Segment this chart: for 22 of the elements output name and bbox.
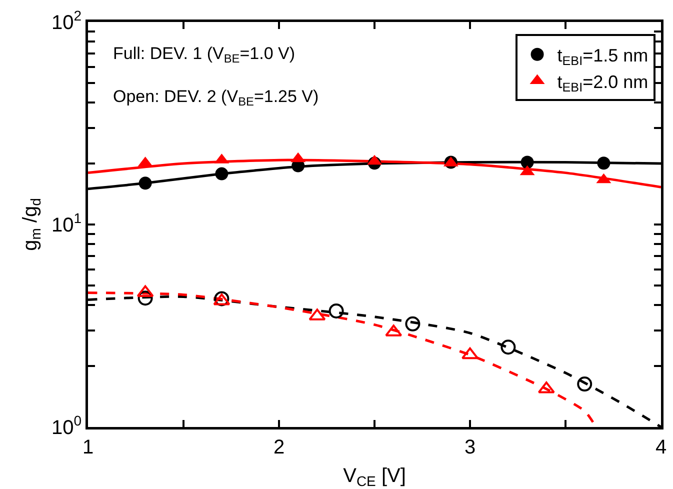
x-tick-label: 4	[655, 436, 667, 458]
point	[215, 167, 228, 180]
point	[520, 156, 534, 169]
legend-label: t$_{EBI}$=1.5 nm	[557, 45, 648, 68]
x-tick-label: 3	[464, 436, 476, 458]
y-tick-label: 10$^{1}$	[51, 210, 82, 236]
x-tick-label: 1	[82, 436, 94, 458]
point	[138, 176, 152, 190]
point	[138, 290, 153, 306]
point	[405, 316, 420, 332]
annotation: Open: DEV. 2 (V$_{BE}$=1.25 V)	[113, 87, 319, 109]
legend-label: t$_{EBI}$=2.0 nm	[557, 72, 648, 95]
point	[136, 285, 154, 298]
point	[597, 156, 610, 170]
point	[500, 340, 516, 355]
x-tick-label: 2	[273, 436, 285, 458]
annotation: Full: DEV. 1 (V$_{BE}$=1.0 V)	[113, 44, 296, 66]
point	[577, 376, 592, 392]
y-tick-label: 10$^{2}$	[51, 8, 82, 34]
x-axis-title: V$_{CE}$ [V]	[343, 464, 406, 489]
point	[328, 303, 344, 318]
y-tick-label: 10$^{0}$	[51, 412, 82, 439]
